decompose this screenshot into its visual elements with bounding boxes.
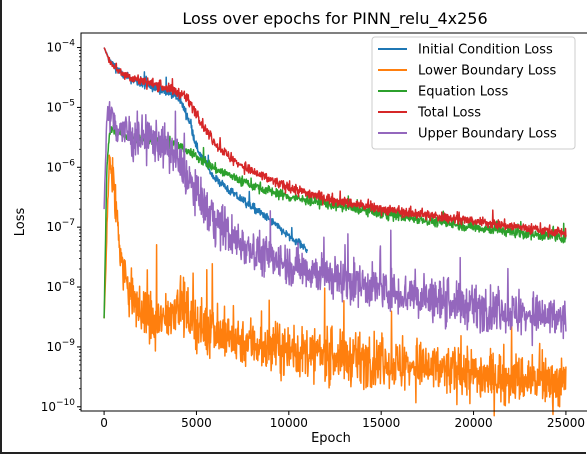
plot-area-frame <box>80 32 587 412</box>
legend-label: Initial Condition Loss <box>418 43 553 58</box>
chart-title: Loss over epochs for PINN_relu_4x256 <box>182 9 487 29</box>
x-tick-label: 25000 <box>547 416 585 430</box>
x-axis-label: Epoch <box>311 431 351 446</box>
series-line-4 <box>103 100 567 347</box>
legend-label: Upper Boundary Loss <box>418 127 557 142</box>
legend-label: Equation Loss <box>418 85 508 100</box>
y-tick-label: 10−8 <box>46 278 75 294</box>
legend-items: Initial Condition Loss Lower Boundary Los… <box>378 43 557 142</box>
legend: Initial Condition Loss Lower Boundary Los… <box>371 36 576 150</box>
y-tick-label: 10−4 <box>46 39 75 55</box>
legend-label: Lower Boundary Loss <box>418 64 557 79</box>
x-tick-label: 20000 <box>454 416 492 430</box>
x-tick-label: 0 <box>100 416 108 430</box>
y-tick-label: 10−5 <box>46 98 75 114</box>
legend-box <box>371 36 576 150</box>
series-layer <box>103 47 567 417</box>
series-line-2 <box>103 124 567 319</box>
series-line-1 <box>103 154 567 417</box>
x-tick-label: 10000 <box>270 416 308 430</box>
x-axis-ticks: 0 5000 10000 15000 20000 25000 <box>100 411 585 430</box>
legend-label: Total Loss <box>417 106 481 121</box>
y-tick-label: 10−6 <box>46 158 75 174</box>
x-tick-label: 5000 <box>181 416 212 430</box>
x-tick-label: 15000 <box>362 416 400 430</box>
y-tick-label: 10−9 <box>46 338 75 354</box>
y-axis-ticks: 10−10 10−9 10−8 10−7 10−6 10−5 10−4 <box>41 39 81 414</box>
y-axis-label: Loss <box>13 208 28 237</box>
y-tick-label: 10−7 <box>46 218 75 234</box>
y-tick-label: 10−10 <box>41 398 76 414</box>
series-line-3 <box>103 47 567 238</box>
